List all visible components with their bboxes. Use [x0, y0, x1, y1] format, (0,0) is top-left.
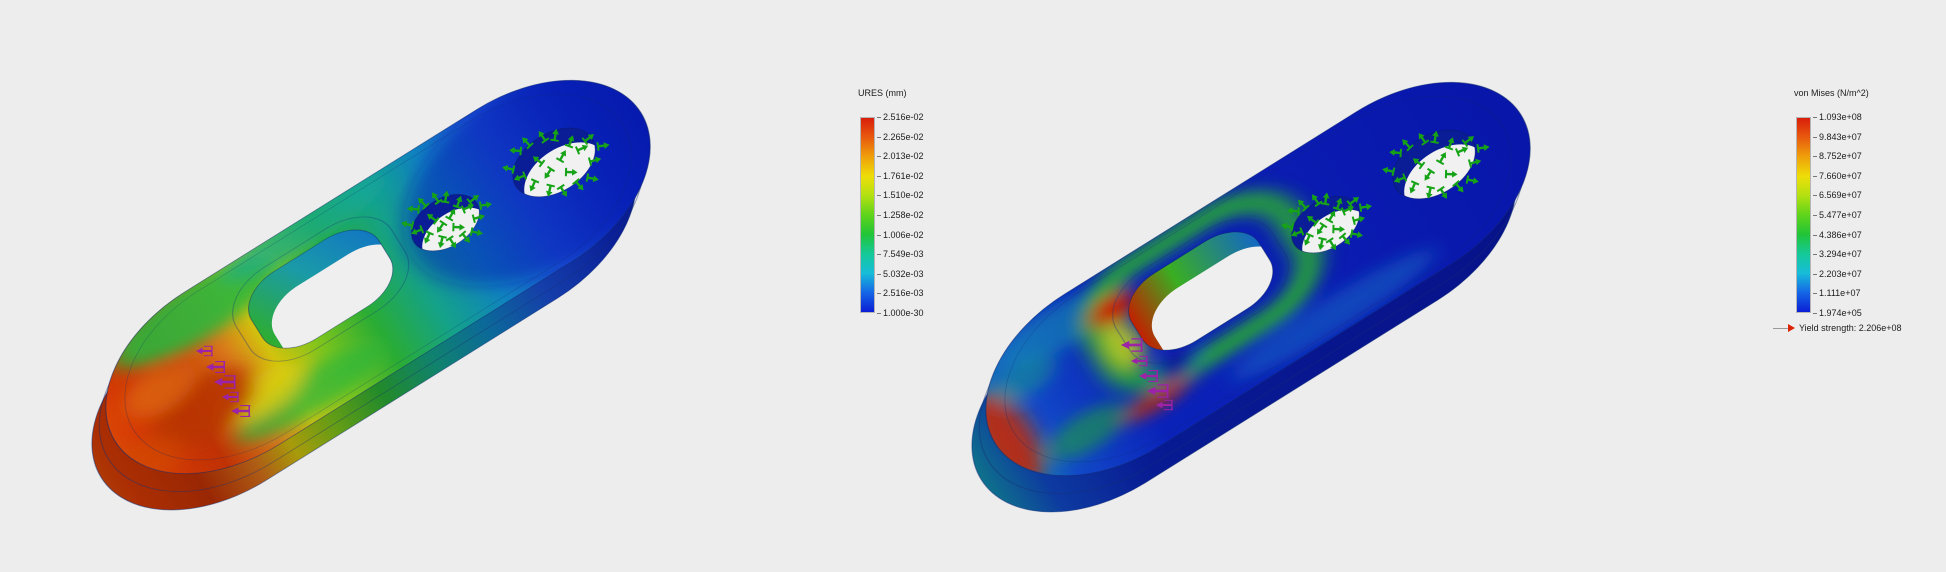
stress-fringe-overlays	[968, 119, 1436, 488]
yield-strength-label: Yield strength: 2.206e+08	[1799, 323, 1902, 333]
scale-value: 6.569e+07	[1813, 186, 1862, 206]
scale-value: 1.510e-02	[877, 186, 924, 206]
scale-value: 8.752e+07	[1813, 146, 1862, 166]
legend-title-displacement: URES (mm)	[858, 88, 907, 98]
scale-value: 2.265e-02	[877, 127, 924, 147]
colorbar-displacement	[860, 117, 875, 313]
scale-value: 5.477e+07	[1813, 205, 1862, 225]
scale-value: 4.386e+07	[1813, 225, 1862, 245]
model-part-displacement[interactable]	[35, 1, 743, 555]
scale-value: 2.516e-03	[877, 284, 924, 304]
scale-value: 7.549e-03	[877, 244, 924, 264]
scale-value: 1.974e+05	[1813, 303, 1862, 323]
yield-line	[1773, 327, 1788, 329]
scale-value: 2.203e+07	[1813, 264, 1862, 284]
scale-values-stress: 1.093e+08 9.843e+07 8.752e+07 7.660e+07 6.56…	[1813, 107, 1862, 323]
scale-value: 1.000e-30	[877, 303, 924, 323]
scale-value: 1.006e-02	[877, 225, 924, 245]
scale-value: 1.111e+07	[1813, 284, 1862, 304]
yield-strength-marker: Yield strength: 2.206e+08	[1773, 323, 1902, 333]
scale-value: 7.660e+07	[1813, 166, 1862, 186]
legend-title-stress: von Mises (N/m^2)	[1794, 88, 1869, 98]
yield-arrow-icon	[1788, 324, 1795, 332]
scale-value: 1.093e+08	[1813, 107, 1862, 127]
scale-values-displacement: 2.516e-02 2.265e-02 2.013e-02 1.761e-02 1.51…	[877, 107, 924, 323]
model-part-stress[interactable]	[921, 38, 1581, 557]
scale-value: 1.258e-02	[877, 205, 924, 225]
scale-value: 5.032e-03	[877, 264, 924, 284]
scale-value: 2.516e-02	[877, 107, 924, 127]
colorbar-stress	[1796, 117, 1811, 313]
scale-value: 3.294e+07	[1813, 244, 1862, 264]
scale-value: 9.843e+07	[1813, 127, 1862, 147]
scale-value: 1.761e-02	[877, 166, 924, 186]
scale-value: 2.013e-02	[877, 146, 924, 166]
